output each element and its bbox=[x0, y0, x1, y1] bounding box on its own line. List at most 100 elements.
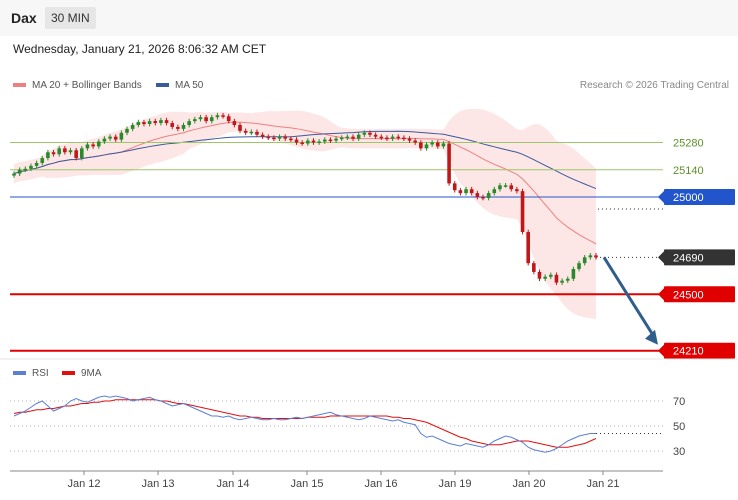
candle-body bbox=[560, 280, 564, 283]
level-label: 24210 bbox=[673, 346, 704, 358]
level-label: 25280 bbox=[673, 138, 704, 150]
candle-body bbox=[413, 140, 417, 143]
level-tag-pointer bbox=[658, 191, 664, 203]
ma20-label: MA 20 + Bollinger Bands bbox=[32, 80, 142, 91]
candle-body bbox=[588, 255, 593, 258]
rsi-tick-label: 70 bbox=[673, 396, 685, 408]
legend-rsi: RSI bbox=[13, 368, 49, 379]
candle-body bbox=[419, 142, 423, 149]
ma9-label: 9MA bbox=[81, 368, 102, 379]
candle-body bbox=[492, 189, 497, 194]
x-tick-label: Jan 14 bbox=[216, 478, 249, 490]
candle-body bbox=[23, 168, 28, 171]
projection-arrow-shaft bbox=[602, 256, 656, 338]
x-tick-label: Jan 12 bbox=[67, 478, 100, 490]
legend-ma50: MA 50 bbox=[156, 80, 203, 91]
candle-body bbox=[153, 121, 158, 124]
candle-body bbox=[565, 278, 570, 281]
ma9-swatch bbox=[62, 371, 75, 376]
x-tick-label: Jan 21 bbox=[586, 478, 619, 490]
candle-body bbox=[475, 193, 480, 197]
candle-body bbox=[136, 122, 141, 125]
candle-body bbox=[334, 138, 338, 141]
candle-body bbox=[396, 136, 401, 139]
candle-body bbox=[85, 144, 90, 149]
candle-body bbox=[204, 117, 208, 122]
candle-body bbox=[102, 138, 107, 142]
level-label: 25000 bbox=[673, 192, 704, 204]
candle-body bbox=[435, 142, 440, 147]
level-tag bbox=[664, 286, 735, 303]
candle-body bbox=[260, 134, 265, 137]
candle-body bbox=[176, 126, 180, 129]
candle-body bbox=[594, 255, 598, 258]
candle-body bbox=[571, 269, 576, 279]
rsi-line bbox=[13, 395, 596, 453]
candle-body bbox=[170, 123, 175, 127]
candle-body bbox=[130, 124, 135, 129]
candle-body bbox=[373, 134, 378, 137]
candle-body bbox=[209, 117, 214, 122]
candle-body bbox=[289, 138, 293, 141]
candle-body bbox=[147, 121, 152, 125]
candle-body bbox=[17, 169, 22, 174]
level-label: 24500 bbox=[673, 289, 704, 301]
candle-body bbox=[266, 136, 271, 139]
candle-body bbox=[249, 131, 254, 134]
candle-body bbox=[232, 121, 237, 125]
candle-body bbox=[317, 141, 321, 144]
candle-body bbox=[322, 139, 327, 142]
candle-body bbox=[96, 141, 101, 147]
candle-body bbox=[351, 136, 355, 139]
candle-body bbox=[526, 232, 530, 264]
candle-body bbox=[294, 139, 299, 143]
x-tick-label: Jan 15 bbox=[290, 478, 323, 490]
level-label: 25140 bbox=[673, 165, 704, 177]
candle-body bbox=[12, 173, 16, 176]
timeframe-selector[interactable]: 30 MIN bbox=[45, 7, 96, 29]
candle-body bbox=[68, 150, 73, 153]
candle-body bbox=[503, 185, 508, 187]
candle-body bbox=[63, 148, 67, 153]
candle-body bbox=[554, 274, 559, 283]
candle-body bbox=[34, 162, 39, 166]
candle-body bbox=[486, 193, 491, 198]
rsi-tick-label: 50 bbox=[673, 421, 685, 433]
candle-body bbox=[390, 136, 395, 139]
candle-body bbox=[345, 136, 350, 139]
level-tag-pointer bbox=[658, 344, 664, 357]
legend-9ma: 9MA bbox=[62, 368, 102, 379]
candle-body bbox=[119, 132, 124, 140]
candle-body bbox=[272, 137, 276, 140]
candle-body bbox=[125, 128, 129, 133]
candle-body bbox=[80, 148, 84, 159]
candle-body bbox=[187, 121, 191, 125]
candle-body bbox=[215, 115, 220, 118]
candle-body bbox=[577, 263, 581, 270]
research-credit: Research © 2026 Trading Central bbox=[579, 80, 729, 91]
top-bar: Dax 30 MIN bbox=[0, 0, 738, 36]
candle-body bbox=[159, 120, 163, 124]
candle-body bbox=[74, 150, 78, 159]
candle-body bbox=[221, 115, 225, 117]
ma50-swatch bbox=[156, 83, 169, 88]
rsi-tick-label: 30 bbox=[673, 446, 685, 458]
candle-body bbox=[362, 132, 367, 135]
candle-body bbox=[108, 136, 112, 139]
candle-body bbox=[57, 148, 62, 155]
x-tick-label: Jan 19 bbox=[438, 478, 471, 490]
ma20-swatch bbox=[13, 83, 26, 88]
projection-arrow-head bbox=[645, 329, 658, 345]
candle-body bbox=[328, 139, 333, 142]
candle-body bbox=[447, 143, 451, 184]
rsi-label: RSI bbox=[32, 368, 49, 379]
candle-body bbox=[407, 138, 412, 141]
candle-body bbox=[368, 132, 372, 135]
candle-body bbox=[515, 189, 519, 192]
candle-body bbox=[356, 134, 361, 139]
candle-body bbox=[306, 140, 310, 144]
level-label: 24690 bbox=[673, 252, 704, 264]
bollinger-band bbox=[14, 108, 596, 320]
candle-body bbox=[582, 257, 587, 264]
